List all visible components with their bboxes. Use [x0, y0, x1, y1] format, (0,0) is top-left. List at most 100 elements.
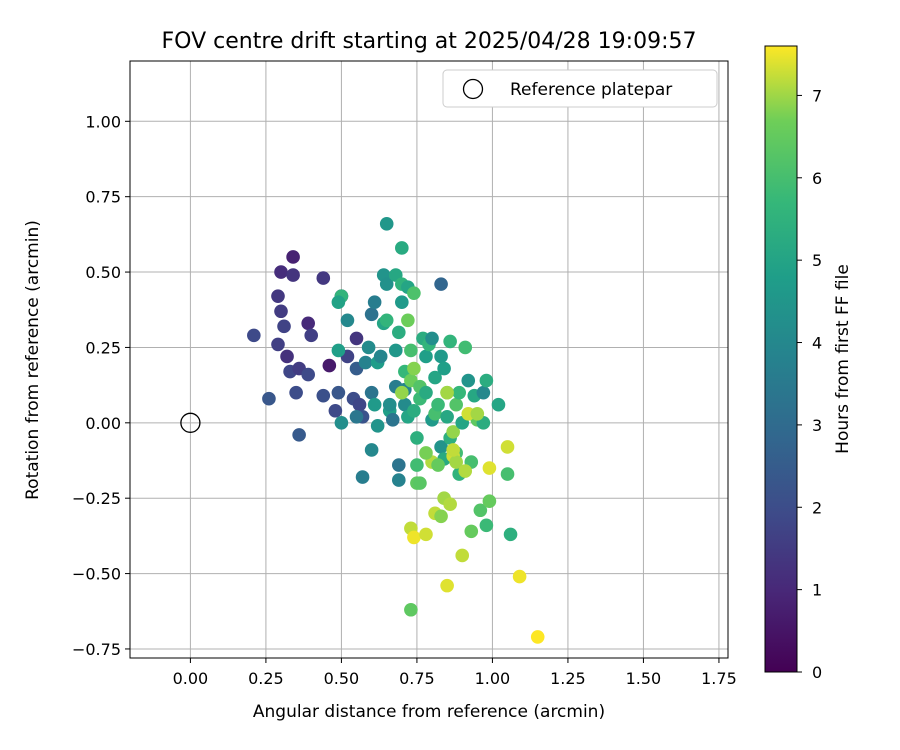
data-point — [373, 349, 388, 364]
data-point — [458, 340, 473, 355]
data-point — [364, 385, 379, 400]
legend-box — [442, 69, 718, 108]
data-point — [352, 397, 367, 412]
data-point — [328, 403, 343, 418]
x-tick-label: 0.25 — [248, 669, 284, 688]
data-point — [340, 313, 355, 328]
data-point — [470, 406, 485, 421]
data-point — [440, 409, 454, 424]
data-point — [482, 494, 497, 509]
data-point — [286, 250, 300, 264]
data-point — [379, 313, 394, 328]
colorbar-label: Hours from first FF file — [833, 264, 853, 454]
data-point — [364, 443, 379, 457]
data-point — [434, 509, 448, 524]
chart-title: FOV centre drift starting at 2025/04/28 … — [162, 29, 697, 54]
data-point — [367, 397, 382, 412]
y-axis-label: Rotation from reference (arcmin) — [23, 220, 43, 500]
data-point — [367, 295, 382, 310]
data-point — [440, 385, 454, 400]
data-point — [262, 391, 276, 406]
colorbar-tick-label: 6 — [812, 169, 822, 188]
colorbar-tick-label: 2 — [812, 498, 822, 517]
data-point — [370, 419, 385, 433]
y-tick-label: 0.00 — [85, 414, 121, 433]
data-point — [316, 388, 331, 403]
data-point — [503, 527, 518, 542]
x-tick-label: 1.75 — [701, 669, 737, 688]
colorbar-tick-label: 4 — [812, 334, 822, 353]
x-tick-label: 1.25 — [550, 669, 586, 688]
x-tick-label: 0.00 — [173, 669, 209, 688]
data-point — [473, 503, 488, 518]
data-point — [512, 569, 527, 584]
data-point — [464, 524, 479, 539]
data-point — [410, 431, 424, 445]
data-point — [476, 385, 491, 400]
data-point — [382, 397, 397, 412]
reference-marker-icon — [462, 78, 484, 100]
data-point — [304, 328, 319, 343]
y-axis-ticks: −0.75 −0.50 −0.25 0.00 0.25 0.50 0.75 1.00 — [72, 112, 130, 659]
data-point — [425, 331, 439, 346]
data-point — [407, 286, 421, 300]
data-point — [322, 358, 337, 373]
data-point — [395, 241, 409, 255]
plot-frame — [129, 60, 729, 659]
data-point — [391, 473, 406, 487]
data-point — [349, 409, 364, 424]
y-tick-label: 1.00 — [85, 112, 121, 131]
x-tick-label: 1.00 — [475, 669, 511, 688]
colorbar-gradient — [764, 45, 798, 673]
data-point — [334, 416, 349, 430]
legend-entry-label: Reference platepar — [510, 80, 672, 100]
data-point — [358, 355, 373, 370]
data-point — [446, 443, 460, 457]
data-point — [431, 458, 445, 472]
data-point — [391, 458, 406, 472]
data-point — [410, 458, 424, 472]
data-point — [443, 334, 457, 349]
y-tick-label: −0.25 — [72, 489, 121, 508]
colorbar-tick-label: 0 — [812, 663, 822, 682]
data-point — [419, 446, 433, 460]
data-point — [491, 397, 506, 412]
data-point — [443, 497, 457, 512]
data-point — [379, 217, 394, 231]
data-point — [461, 373, 476, 388]
data-point — [331, 385, 346, 400]
colorbar-tick-label: 1 — [812, 581, 822, 600]
colorbar-tick-label: 5 — [812, 251, 822, 270]
data-point — [289, 385, 303, 400]
y-tick-label: −0.75 — [72, 640, 121, 659]
data-point — [440, 578, 454, 593]
data-point — [292, 428, 306, 442]
data-point — [379, 277, 394, 291]
data-point — [271, 337, 285, 352]
data-point — [407, 530, 421, 545]
data-point — [428, 370, 442, 385]
data-point — [395, 295, 409, 310]
y-tick-label: 0.75 — [85, 188, 121, 207]
data-point — [530, 630, 545, 644]
colorbar-tick-label: 7 — [812, 86, 822, 105]
x-axis-ticks: 0.00 0.25 0.50 0.75 1.00 1.25 1.50 1.75 — [173, 658, 737, 688]
x-tick-label: 0.50 — [324, 669, 360, 688]
data-point — [434, 349, 448, 364]
data-point — [274, 304, 288, 319]
data-point — [455, 548, 470, 563]
data-point — [395, 385, 409, 400]
data-point — [286, 268, 300, 282]
data-point — [449, 397, 463, 412]
data-point — [301, 316, 315, 331]
data-point — [404, 602, 418, 617]
data-point — [401, 313, 415, 328]
data-point — [331, 343, 346, 358]
data-points — [180, 217, 545, 644]
data-point — [458, 464, 473, 478]
data-point — [419, 527, 433, 542]
reference-platepar-point — [180, 412, 201, 433]
colorbar-ticks: 0 1 2 3 4 5 6 7 — [797, 86, 822, 682]
data-point — [271, 289, 285, 303]
colorbar-tick-label: 3 — [812, 416, 822, 435]
